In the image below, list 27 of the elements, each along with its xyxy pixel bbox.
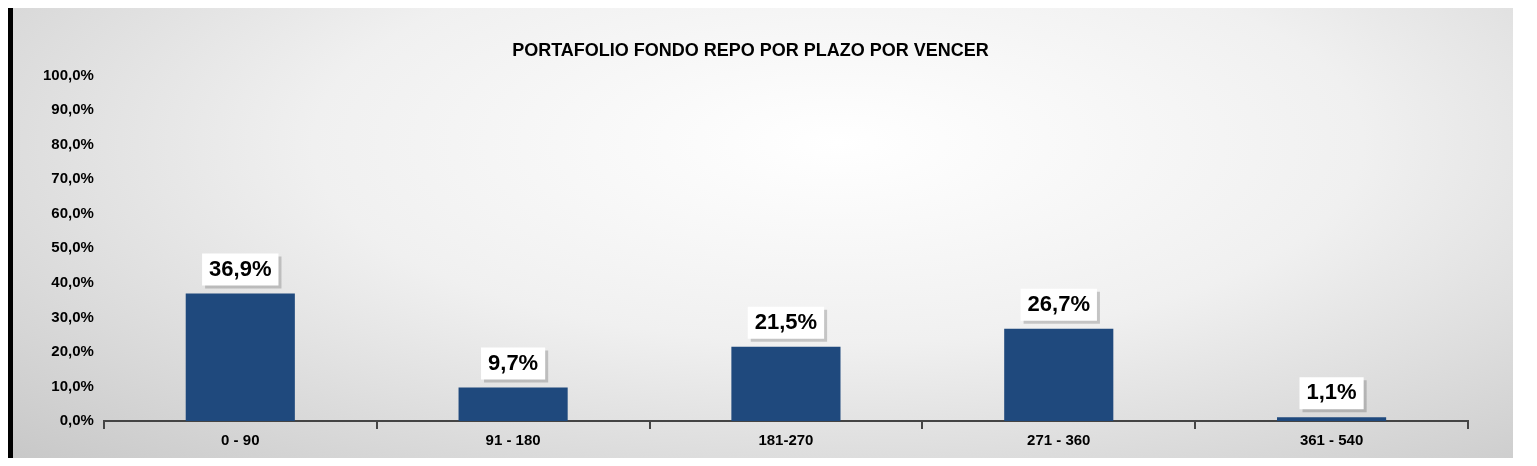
x-tick-label: 0 - 90 (221, 431, 260, 449)
bar (458, 387, 568, 421)
data-label: 9,7% (488, 349, 539, 375)
x-tick-label: 181-270 (758, 431, 814, 449)
x-tick-label: 91 - 180 (485, 431, 541, 449)
y-tick-label: 100,0% (43, 65, 94, 83)
x-tick-label: 271 - 360 (1027, 431, 1091, 449)
y-tick-label: 40,0% (51, 272, 94, 290)
chart-title: PORTAFOLIO FONDO REPO POR PLAZO POR VENCER (512, 39, 989, 60)
y-tick-label: 70,0% (51, 169, 94, 187)
y-tick-label: 0,0% (59, 411, 94, 429)
y-tick-label: 60,0% (51, 203, 94, 221)
data-label: 1,1% (1306, 379, 1357, 405)
data-label: 21,5% (754, 308, 818, 334)
y-tick-label: 20,0% (51, 342, 94, 360)
bar (185, 293, 295, 421)
y-tick-label: 90,0% (51, 100, 94, 118)
y-tick-label: 30,0% (51, 307, 94, 325)
bar (1277, 417, 1387, 421)
y-tick-label: 80,0% (51, 134, 94, 152)
data-label: 26,7% (1027, 290, 1090, 316)
bar (1004, 328, 1114, 421)
y-tick-label: 10,0% (51, 376, 94, 394)
y-tick-label: 50,0% (51, 238, 94, 256)
bar (731, 346, 841, 421)
x-tick-label: 361 - 540 (1299, 431, 1364, 449)
data-label: 36,9% (209, 255, 272, 281)
